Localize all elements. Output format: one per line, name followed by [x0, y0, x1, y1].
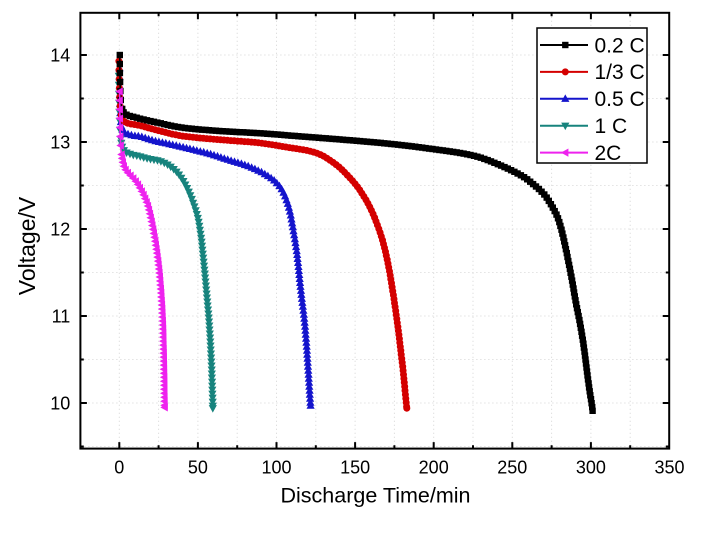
- svg-text:Voltage/V: Voltage/V: [14, 196, 40, 295]
- svg-text:1 C: 1 C: [595, 115, 628, 138]
- svg-text:0.2 C: 0.2 C: [595, 34, 645, 57]
- svg-text:11: 11: [52, 306, 71, 326]
- svg-text:13: 13: [50, 132, 70, 152]
- svg-text:Discharge Time/min: Discharge Time/min: [281, 484, 471, 508]
- svg-text:200: 200: [419, 458, 449, 478]
- svg-text:350: 350: [654, 458, 684, 478]
- svg-text:2C: 2C: [595, 142, 622, 165]
- svg-text:12: 12: [50, 219, 70, 239]
- svg-text:0.5 C: 0.5 C: [595, 88, 645, 111]
- svg-text:100: 100: [261, 458, 291, 478]
- svg-text:1/3 C: 1/3 C: [595, 61, 645, 84]
- svg-text:10: 10: [50, 393, 70, 413]
- svg-text:250: 250: [497, 458, 527, 478]
- svg-text:0: 0: [114, 458, 124, 478]
- svg-text:14: 14: [50, 45, 70, 65]
- svg-text:150: 150: [340, 458, 370, 478]
- svg-text:50: 50: [188, 458, 208, 478]
- svg-text:300: 300: [576, 458, 606, 478]
